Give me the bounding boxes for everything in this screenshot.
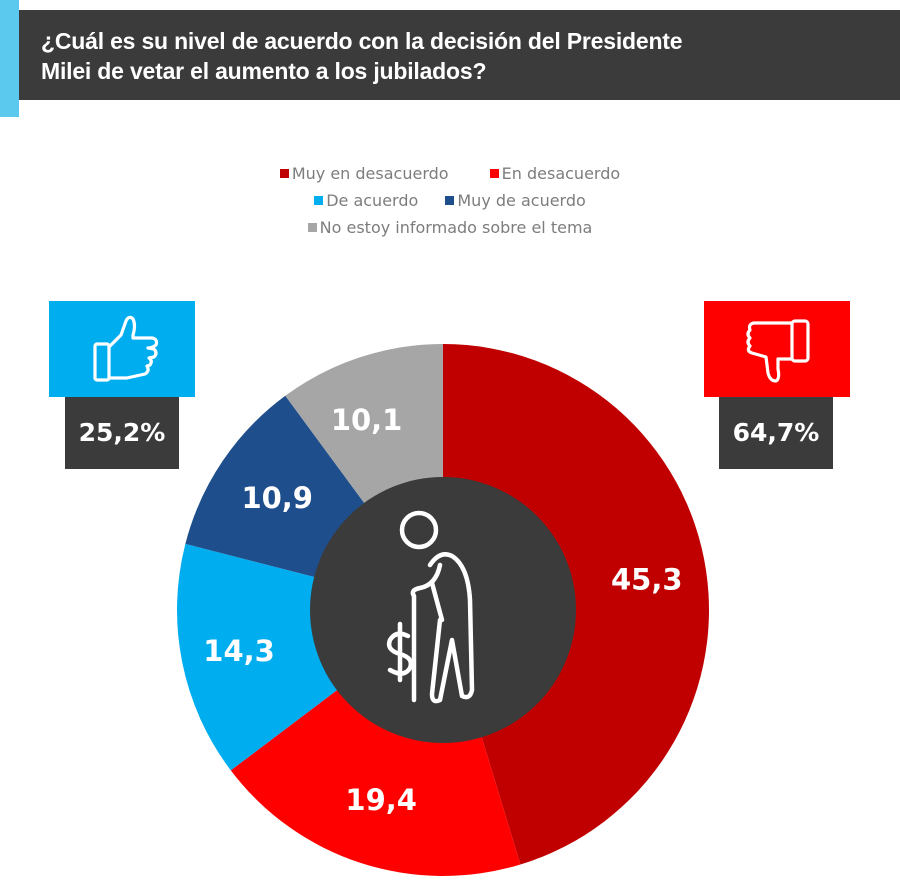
agree-badge-icon-box [49, 301, 195, 397]
chart-title-line-1: ¿Cuál es su nivel de acuerdo con la deci… [41, 28, 683, 54]
elderly-person-with-cane-dollar-icon [386, 510, 475, 704]
legend-row-2: De acuerdo Muy de acuerdo [0, 187, 900, 214]
disagree-total-value: 64,7% [732, 418, 820, 447]
legend-swatch [445, 196, 455, 205]
legend-item-muy-de-acuerdo: Muy de acuerdo [445, 187, 586, 214]
legend-label: No estoy informado sobre el tema [319, 218, 593, 237]
legend-item-muy-en-desacuerdo: Muy en desacuerdo [279, 160, 449, 187]
data-label: 10,1 [331, 403, 403, 437]
legend-label: De acuerdo [326, 191, 419, 210]
legend-row-3: No estoy informado sobre el tema [0, 214, 900, 241]
legend-row-1: Muy en desacuerdo En desacuerdo [0, 160, 900, 187]
thumbs-down-icon [746, 319, 810, 383]
agree-total-value: 25,2% [78, 418, 166, 447]
legend-label: Muy en desacuerdo [291, 164, 449, 183]
legend-label: En desacuerdo [501, 164, 621, 183]
accent-bar [0, 0, 19, 117]
legend-swatch [279, 169, 289, 178]
data-label: 14,3 [203, 634, 275, 668]
legend-item-de-acuerdo: De acuerdo [314, 187, 418, 214]
legend-item-no-informado: No estoy informado sobre el tema [307, 214, 593, 241]
legend: Muy en desacuerdo En desacuerdo De acuer… [0, 160, 900, 241]
data-label: 19,4 [345, 783, 417, 817]
legend-swatch [307, 223, 317, 232]
legend-swatch [314, 196, 324, 205]
data-label: 10,9 [241, 481, 313, 515]
disagree-total-box: 64,7% [719, 397, 833, 469]
header-banner: ¿Cuál es su nivel de acuerdo con la deci… [19, 10, 900, 100]
donut-center-hole [310, 477, 576, 743]
chart-title-line-2: Milei de vetar el aumento a los jubilado… [41, 58, 487, 84]
thumbs-up-icon [93, 315, 159, 382]
chart-title: ¿Cuál es su nivel de acuerdo con la deci… [41, 26, 683, 86]
legend-swatch [489, 169, 499, 178]
agree-total-box: 25,2% [65, 397, 179, 469]
data-label: 45,3 [611, 563, 683, 597]
legend-item-en-desacuerdo: En desacuerdo [489, 160, 621, 187]
disagree-badge-icon-box [704, 301, 850, 397]
legend-label: Muy de acuerdo [457, 191, 586, 210]
pie-slice-muy-en-desacuerdo [443, 344, 709, 865]
